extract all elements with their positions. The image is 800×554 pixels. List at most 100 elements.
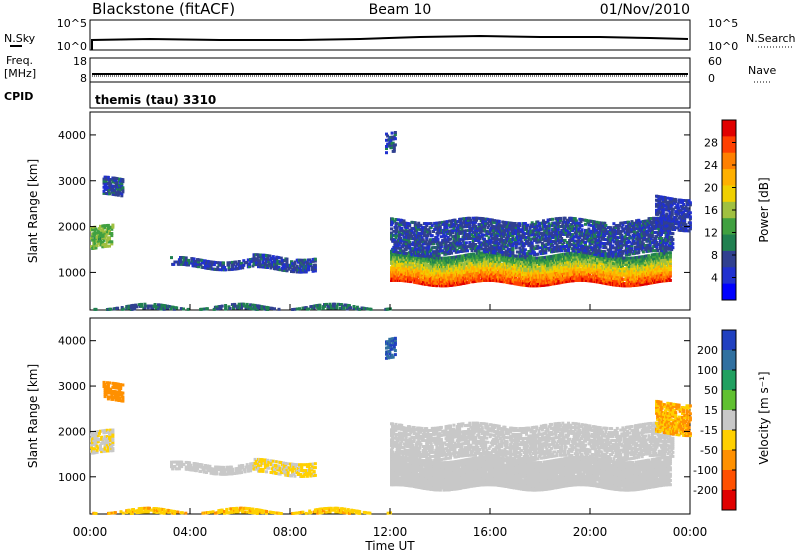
scatter-cell xyxy=(447,252,451,255)
scatter-cell xyxy=(111,180,115,184)
scatter-cell xyxy=(547,272,551,276)
scatter-cell xyxy=(245,302,249,306)
scatter-cell xyxy=(404,233,408,237)
scatter-cell xyxy=(227,268,231,272)
scatter-cell xyxy=(120,184,124,188)
scatter-cell xyxy=(643,276,647,280)
scatter-cell xyxy=(300,258,304,262)
scatter-cell xyxy=(227,265,231,269)
scatter-cell xyxy=(647,275,651,279)
scatter-cell xyxy=(586,270,590,274)
scatter-cell xyxy=(527,279,531,283)
scatter-cell xyxy=(630,258,634,262)
scatter-cell xyxy=(421,248,425,252)
scatter-cell xyxy=(427,228,431,232)
scatter-cell xyxy=(390,231,393,235)
scatter-cell xyxy=(102,177,106,181)
scatter-cell xyxy=(650,264,654,268)
scatter-cell xyxy=(430,234,434,238)
scatter-cell xyxy=(277,266,281,269)
scatter-cell xyxy=(589,270,593,274)
scatter-cell xyxy=(402,235,406,239)
scatter-cell xyxy=(507,259,511,263)
scatter-cell xyxy=(110,232,114,235)
scatter-cell xyxy=(237,264,241,268)
scatter-cell xyxy=(118,191,122,195)
scatter-cell xyxy=(469,261,473,265)
scatter-cell xyxy=(464,279,467,283)
scatter-cell xyxy=(212,263,216,267)
scatter-cell xyxy=(459,282,463,286)
scatter-cell xyxy=(318,303,322,307)
scatter-cell xyxy=(405,232,409,236)
scatter-cell xyxy=(601,262,605,266)
scatter-cell xyxy=(295,264,299,268)
scatter-cell xyxy=(413,266,417,269)
scatter-cell xyxy=(108,180,112,184)
scatter-cell xyxy=(545,266,549,270)
scatter-cell xyxy=(276,261,280,265)
scatter-cell xyxy=(160,305,164,309)
scatter-cell xyxy=(668,266,672,270)
scatter-cell xyxy=(403,255,407,259)
scatter-cell xyxy=(494,277,498,281)
scatter-cell xyxy=(362,306,366,310)
scatter-cell xyxy=(303,268,307,272)
scatter-cell xyxy=(635,281,639,285)
scatter-cell xyxy=(435,235,439,239)
scatter-cell xyxy=(639,272,643,276)
scatter-cell xyxy=(638,268,642,272)
scatter-cell xyxy=(444,242,448,246)
scatter-cell xyxy=(127,306,131,310)
scatter-cell xyxy=(419,223,423,227)
freq-strip: Freq. [MHz] 18 8 60 0 Nave xyxy=(4,54,776,85)
scatter-cell xyxy=(101,226,105,230)
scatter-cell xyxy=(540,277,544,281)
scatter-cell xyxy=(391,219,395,223)
scatter-cell xyxy=(550,274,554,278)
scatter-cell xyxy=(391,217,395,221)
scatter-cell xyxy=(613,279,617,283)
scatter-cell xyxy=(573,270,577,274)
scatter-cell xyxy=(416,241,420,245)
scatter-cell xyxy=(654,276,658,280)
scatter-cell xyxy=(394,236,398,240)
scatter-cell xyxy=(252,261,256,265)
scatter-cell xyxy=(385,147,388,150)
scatter-cell xyxy=(409,271,413,275)
scatter-cell xyxy=(393,131,397,134)
scatter-cell xyxy=(515,280,519,284)
scatter-cell xyxy=(132,303,135,307)
scatter-cell xyxy=(108,192,112,196)
scatter-cell xyxy=(358,307,362,311)
scatter-cell xyxy=(349,306,353,310)
scatter-cell xyxy=(434,225,438,229)
scatter-cell xyxy=(121,178,125,182)
scatter-cell xyxy=(389,140,393,143)
scatter-cell xyxy=(393,143,397,147)
scatter-cell xyxy=(441,220,445,224)
scatter-cell xyxy=(149,304,153,308)
scatter-cell xyxy=(510,281,514,285)
scatter-cell xyxy=(446,262,450,266)
scatter-cell xyxy=(127,304,131,308)
scatter-cell xyxy=(218,305,222,308)
scatter-cell xyxy=(119,179,123,183)
scatter-cell xyxy=(231,260,234,264)
scatter-cell xyxy=(182,307,185,311)
scatter-cell xyxy=(393,242,397,246)
scatter-cell xyxy=(425,261,429,265)
scatter-cell xyxy=(199,263,203,267)
scatter-cell xyxy=(668,272,672,276)
scatter-cell xyxy=(477,275,481,279)
scatter-cell xyxy=(269,256,273,260)
scatter-cell xyxy=(327,304,331,308)
scatter-cell xyxy=(116,193,120,197)
scatter-cell xyxy=(586,268,590,272)
scatter-cell xyxy=(267,306,271,310)
scatter-cell xyxy=(473,254,477,258)
scatter-cell xyxy=(523,273,527,277)
scatter-cell xyxy=(293,266,297,270)
scatter-cell xyxy=(498,260,502,264)
scatter-cell xyxy=(426,222,430,226)
